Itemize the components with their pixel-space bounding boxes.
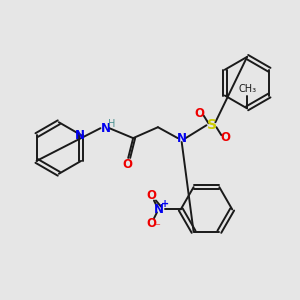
Text: O: O: [194, 107, 205, 120]
Text: N: N: [154, 203, 164, 216]
Text: N: N: [75, 129, 85, 142]
Text: O: O: [122, 158, 132, 171]
Text: O: O: [220, 130, 230, 144]
Text: +: +: [161, 200, 169, 209]
Text: O: O: [146, 189, 156, 202]
Text: H: H: [108, 119, 115, 129]
Text: N: N: [100, 122, 110, 135]
Text: CH₃: CH₃: [238, 84, 256, 94]
Text: O: O: [146, 217, 156, 230]
Text: S: S: [207, 118, 218, 132]
Text: N: N: [177, 132, 187, 145]
Text: ⁻: ⁻: [154, 222, 160, 232]
